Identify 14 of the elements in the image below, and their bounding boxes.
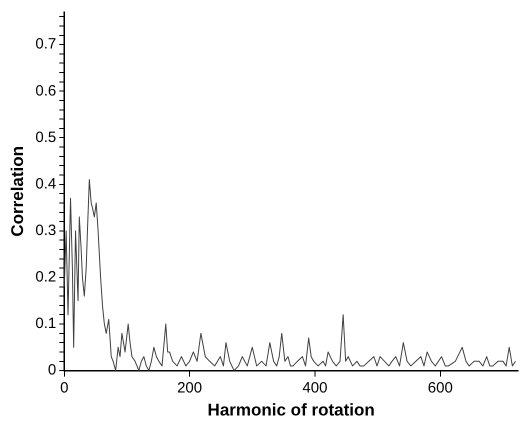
y-tick-label: 0.2 xyxy=(35,268,56,286)
y-tick-label: 0.6 xyxy=(35,82,56,100)
x-axis-title: Harmonic of rotation xyxy=(208,400,375,420)
y-tick-label: 0.4 xyxy=(35,175,56,192)
x-tick-label: 0 xyxy=(60,380,68,397)
y-axis-title: Correlation xyxy=(8,146,27,237)
x-tick-label: 200 xyxy=(177,380,202,397)
x-tick-label: 600 xyxy=(428,380,453,397)
y-tick-label: 0.1 xyxy=(35,315,56,332)
y-tick-label: 0 xyxy=(48,362,56,379)
x-tick-label: 400 xyxy=(302,380,328,397)
y-tick-label: 0.3 xyxy=(35,222,56,240)
y-tick-label: 0.5 xyxy=(35,128,56,146)
y-tick-label: 0.7 xyxy=(35,36,56,53)
